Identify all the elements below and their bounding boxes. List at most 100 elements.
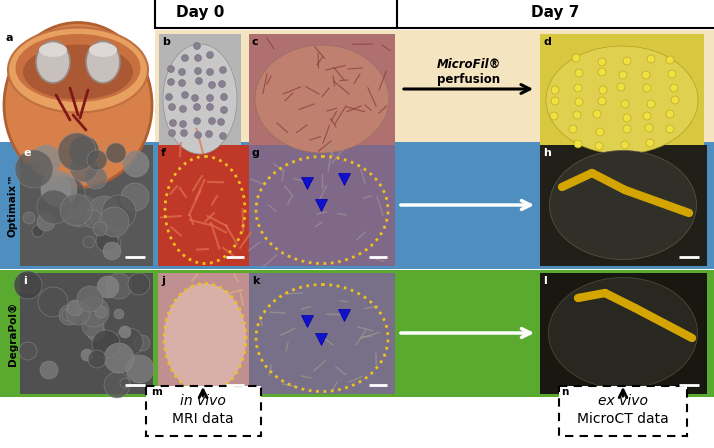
- Circle shape: [166, 94, 173, 100]
- Circle shape: [573, 111, 581, 119]
- Bar: [249, 34, 395, 154]
- Ellipse shape: [86, 41, 120, 83]
- Circle shape: [551, 97, 559, 105]
- Text: g: g: [252, 148, 260, 158]
- Text: Day 0: Day 0: [176, 5, 224, 20]
- Circle shape: [646, 139, 654, 147]
- Ellipse shape: [255, 45, 389, 153]
- Circle shape: [82, 315, 104, 337]
- Text: e: e: [23, 148, 31, 158]
- Circle shape: [218, 81, 226, 87]
- Circle shape: [619, 71, 627, 79]
- Circle shape: [119, 326, 131, 338]
- Circle shape: [20, 162, 44, 186]
- Circle shape: [114, 309, 124, 319]
- Ellipse shape: [8, 27, 148, 112]
- Circle shape: [575, 69, 583, 77]
- Circle shape: [671, 96, 679, 104]
- Circle shape: [193, 43, 201, 49]
- Circle shape: [617, 83, 625, 91]
- Ellipse shape: [23, 44, 133, 99]
- Circle shape: [647, 100, 655, 108]
- Circle shape: [642, 71, 650, 79]
- Circle shape: [99, 207, 129, 237]
- Circle shape: [69, 136, 99, 166]
- Circle shape: [31, 145, 61, 175]
- Circle shape: [37, 190, 71, 224]
- Circle shape: [93, 222, 107, 236]
- Circle shape: [645, 124, 653, 132]
- Circle shape: [115, 328, 143, 356]
- Bar: [20, 145, 153, 266]
- Circle shape: [181, 129, 188, 137]
- Circle shape: [574, 84, 582, 92]
- Circle shape: [670, 84, 678, 92]
- Text: MicroFil®: MicroFil®: [436, 58, 501, 71]
- Circle shape: [87, 323, 105, 341]
- Circle shape: [599, 86, 607, 94]
- Circle shape: [179, 105, 186, 112]
- Circle shape: [88, 350, 106, 368]
- Circle shape: [206, 95, 213, 102]
- Circle shape: [120, 378, 130, 388]
- Circle shape: [32, 225, 44, 237]
- Circle shape: [206, 52, 213, 59]
- Circle shape: [596, 128, 604, 136]
- Circle shape: [107, 236, 121, 250]
- Circle shape: [106, 273, 132, 299]
- Circle shape: [550, 112, 558, 120]
- Bar: [159, 34, 241, 154]
- Circle shape: [569, 125, 577, 133]
- Circle shape: [23, 212, 35, 224]
- Text: perfusion: perfusion: [437, 73, 500, 86]
- Circle shape: [574, 140, 582, 148]
- Circle shape: [643, 112, 651, 120]
- Circle shape: [128, 273, 150, 295]
- Circle shape: [84, 210, 102, 228]
- Circle shape: [206, 69, 213, 76]
- Circle shape: [593, 110, 601, 118]
- Text: b: b: [162, 37, 170, 47]
- Circle shape: [178, 79, 186, 86]
- Ellipse shape: [550, 151, 696, 259]
- Circle shape: [102, 195, 136, 229]
- Circle shape: [41, 171, 77, 207]
- Circle shape: [178, 69, 186, 76]
- Text: m: m: [151, 387, 162, 397]
- Ellipse shape: [36, 41, 70, 83]
- Circle shape: [168, 65, 174, 73]
- Circle shape: [51, 177, 85, 211]
- Ellipse shape: [89, 43, 117, 57]
- Bar: [158, 145, 252, 266]
- Text: f: f: [161, 148, 166, 158]
- Text: Optimaix™: Optimaix™: [8, 174, 18, 237]
- Circle shape: [40, 361, 58, 379]
- Circle shape: [193, 103, 201, 111]
- Text: MicroCT data: MicroCT data: [577, 412, 669, 426]
- Bar: [0, 142, 714, 269]
- Circle shape: [572, 54, 580, 62]
- Text: d: d: [543, 37, 551, 47]
- Bar: [155, 30, 714, 158]
- Circle shape: [169, 120, 176, 126]
- Circle shape: [37, 213, 55, 231]
- Circle shape: [623, 57, 631, 65]
- Text: l: l: [543, 276, 547, 286]
- Circle shape: [643, 84, 651, 92]
- Circle shape: [208, 117, 216, 125]
- Circle shape: [134, 335, 150, 351]
- Circle shape: [193, 117, 201, 125]
- Circle shape: [668, 70, 676, 78]
- Circle shape: [15, 150, 53, 188]
- Circle shape: [60, 194, 92, 226]
- FancyBboxPatch shape: [146, 386, 261, 436]
- Circle shape: [14, 271, 42, 299]
- Text: a: a: [5, 33, 13, 43]
- Circle shape: [19, 273, 39, 293]
- Text: in vivo: in vivo: [180, 394, 226, 408]
- Circle shape: [38, 287, 68, 317]
- Text: i: i: [23, 276, 26, 286]
- Circle shape: [121, 183, 149, 211]
- Circle shape: [65, 195, 97, 227]
- Circle shape: [621, 141, 629, 149]
